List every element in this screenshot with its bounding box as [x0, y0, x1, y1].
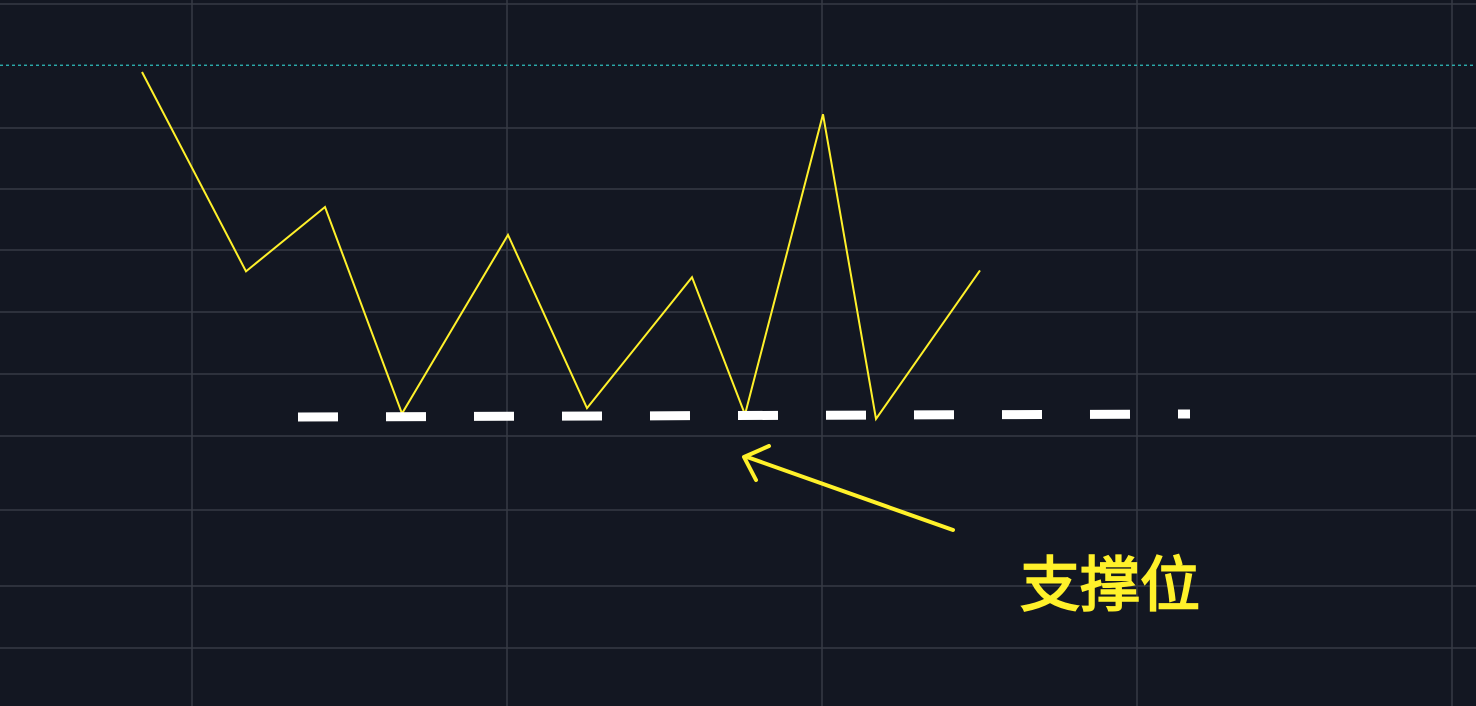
- price-point-2: [324, 206, 326, 208]
- price-point-0: [141, 71, 143, 73]
- annotation-arrow-head: [742, 444, 771, 482]
- support-level-line: [297, 409, 1191, 422]
- price-point-6: [691, 276, 693, 278]
- price-point-4: [507, 234, 509, 236]
- annotation-arrow-shaft: [745, 455, 955, 532]
- price-point-9: [875, 418, 877, 420]
- price-point-10: [979, 269, 981, 271]
- price-point-1: [245, 270, 247, 272]
- annotation-arrow: [742, 444, 955, 532]
- price-point-5: [586, 407, 588, 409]
- price-line-series: [141, 71, 981, 422]
- price-line-points: [141, 71, 981, 420]
- price-point-8: [822, 113, 824, 115]
- annotation-label: 支撑位: [1020, 551, 1200, 621]
